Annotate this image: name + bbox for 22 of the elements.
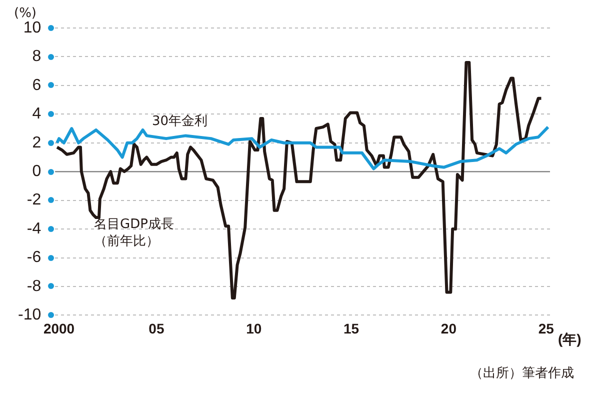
- x-tick-label: 25: [538, 320, 554, 336]
- y-tick-label: -2: [26, 192, 42, 209]
- x-tick-label: 10: [246, 320, 262, 336]
- y-tick-label: 0: [32, 163, 42, 180]
- x-axis-title: (年): [558, 331, 582, 349]
- series-label: 30年金利: [152, 113, 208, 130]
- y-tick-label: 6: [32, 76, 42, 94]
- y-tick-label: -8: [26, 278, 42, 295]
- x-tick-label: 15: [343, 320, 360, 336]
- y-tick-label: -6: [26, 249, 42, 266]
- y-tick-label: 4: [32, 106, 42, 123]
- x-tick-label: 05: [148, 320, 164, 336]
- y-tick-label: 10: [23, 19, 42, 36]
- x-tick-label: 20: [440, 320, 457, 336]
- y-tick-label: -10: [18, 306, 42, 324]
- y-tick-label: -4: [26, 220, 42, 238]
- x-tick-label: 2000: [43, 320, 75, 336]
- y-tick-label: 2: [32, 134, 42, 152]
- text: （出所）筆者作成: [470, 365, 574, 382]
- y-axis-title: (%): [14, 6, 36, 21]
- y-tick-label: 8: [32, 48, 42, 66]
- series-label: 名目GDP成長（前年比）: [94, 216, 175, 250]
